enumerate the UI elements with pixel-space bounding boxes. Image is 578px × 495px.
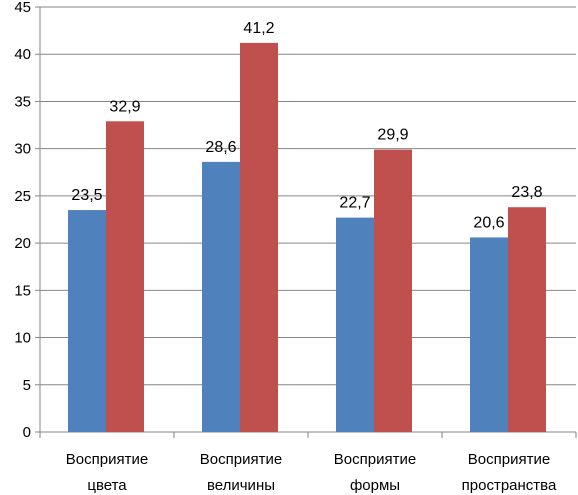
y-tick-label: 30 bbox=[14, 141, 31, 158]
category-label: Восприятие bbox=[468, 451, 550, 468]
y-tick-label: 40 bbox=[14, 46, 31, 63]
data-label: 28,6 bbox=[205, 139, 236, 156]
data-label: 23,8 bbox=[511, 184, 542, 201]
y-tick-label: 0 bbox=[23, 424, 31, 441]
y-tick-label: 35 bbox=[14, 93, 31, 110]
category-label: пространства bbox=[462, 477, 557, 494]
data-label: 22,7 bbox=[339, 195, 370, 212]
bar bbox=[106, 121, 144, 433]
bar bbox=[240, 42, 278, 433]
category-label: формы bbox=[350, 477, 400, 494]
y-tick-label: 20 bbox=[14, 235, 31, 252]
bar bbox=[374, 149, 412, 432]
category-label: Восприятие bbox=[334, 451, 416, 468]
labels: 0 5 10 15 20 25 30 35 40 45 23,5 32,9 Восприятие цвет… bbox=[14, 0, 557, 494]
bar bbox=[336, 217, 374, 432]
y-tick-label: 10 bbox=[14, 330, 31, 347]
data-label: 29,9 bbox=[377, 127, 408, 144]
data-label: 23,5 bbox=[71, 187, 102, 204]
bars bbox=[68, 42, 546, 433]
data-label: 41,2 bbox=[243, 20, 274, 37]
y-tick-label: 15 bbox=[14, 282, 31, 299]
y-tick-label: 45 bbox=[14, 0, 31, 16]
category-label: величины bbox=[207, 477, 275, 494]
bar bbox=[202, 161, 240, 432]
y-tick-label: 5 bbox=[23, 377, 31, 394]
bar bbox=[68, 210, 106, 432]
bar bbox=[470, 237, 508, 432]
category-label: Восприятие bbox=[66, 451, 148, 468]
category-label: цвета bbox=[87, 477, 127, 494]
category-label: Восприятие bbox=[200, 451, 282, 468]
data-label: 32,9 bbox=[109, 98, 140, 115]
bar bbox=[508, 207, 546, 432]
data-label: 20,6 bbox=[473, 214, 504, 231]
y-tick-label: 25 bbox=[14, 188, 31, 205]
